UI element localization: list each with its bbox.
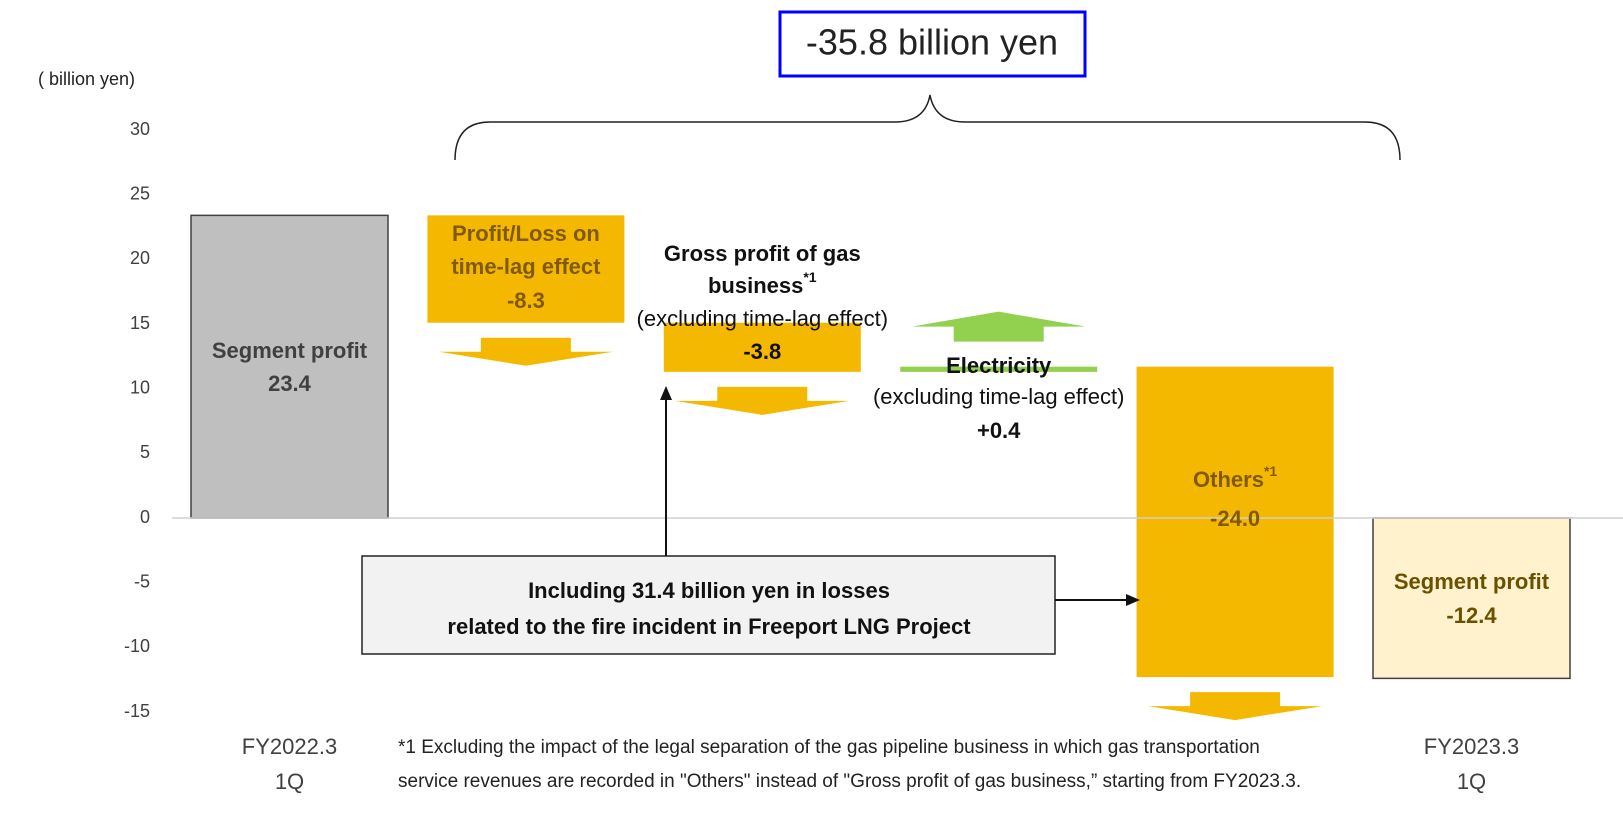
bar-label: Segment profit xyxy=(212,338,368,363)
bar-label-text: Others xyxy=(1193,467,1264,492)
bar xyxy=(190,214,389,519)
callout-text: related to the fire incident in Freeport… xyxy=(447,614,971,639)
direction-arrow xyxy=(675,386,850,415)
bar-label: business*1 xyxy=(708,269,817,298)
y-tick-label: -10 xyxy=(124,636,150,656)
value-label: 23.4 xyxy=(268,371,312,396)
bar-label-text: Electricity xyxy=(946,353,1052,378)
bar-label-text: Segment profit xyxy=(1394,569,1550,594)
total-change-box xyxy=(778,10,1087,78)
total-change-label: -35.8 billion yen xyxy=(806,22,1058,63)
bar-label-text: Gross profit of gas xyxy=(664,241,861,266)
bar-label: Electricity xyxy=(946,353,1052,378)
bar xyxy=(900,366,1098,372)
bar xyxy=(663,322,861,372)
y-tick-label: -15 xyxy=(124,701,150,721)
y-tick-label: 20 xyxy=(130,248,150,268)
bar-sublabel: (excluding time-lag effect) xyxy=(637,306,889,331)
value-label: -12.4 xyxy=(1446,603,1497,628)
direction-arrow xyxy=(438,337,613,366)
x-tick-label: FY2023.3 xyxy=(1424,734,1519,759)
bar-sublabel: (excluding time-lag effect) xyxy=(873,384,1125,409)
brace xyxy=(454,94,1401,161)
bar-label-text: Profit/Loss on xyxy=(452,221,600,246)
bar-label: Segment profit xyxy=(1394,569,1550,594)
value-label: -3.8 xyxy=(743,339,781,364)
callout-text: Including 31.4 billion yen in losses xyxy=(528,578,890,603)
direction-arrow xyxy=(911,311,1086,342)
direction-arrow xyxy=(1148,692,1323,721)
footnote-mark: *1 xyxy=(1264,463,1277,479)
footnote: *1 Excluding the impact of the legal sep… xyxy=(398,737,1260,758)
bar-label: Gross profit of gas xyxy=(664,241,861,266)
bar-label-text: business xyxy=(708,273,803,298)
y-tick-label: 5 xyxy=(140,442,150,462)
callout-arrowhead xyxy=(660,386,672,400)
x-tick-label: FY2022.3 xyxy=(242,734,337,759)
footnote: service revenues are recorded in "Others… xyxy=(398,771,1301,792)
bar xyxy=(1136,366,1334,678)
y-tick-label: 0 xyxy=(140,507,150,527)
callout-box xyxy=(361,555,1056,655)
bar-label: Others*1 xyxy=(1193,463,1277,492)
bar-label: time-lag effect xyxy=(451,254,601,279)
footnote-mark: *1 xyxy=(803,269,816,285)
y-tick-label: 30 xyxy=(130,119,150,139)
bar xyxy=(427,215,625,323)
bar-label: Profit/Loss on xyxy=(452,221,600,246)
y-tick-label: 25 xyxy=(130,183,150,203)
value-label: -8.3 xyxy=(507,288,545,313)
y-tick-label: 15 xyxy=(130,313,150,333)
y-axis-label: ( billion yen) xyxy=(38,69,135,89)
y-tick-label: -5 xyxy=(134,571,150,591)
bar xyxy=(1372,517,1571,680)
y-tick-label: 10 xyxy=(130,377,150,397)
value-label: -24.0 xyxy=(1210,506,1260,531)
bar-label-text: time-lag effect xyxy=(451,254,601,279)
bar-label-text: Segment profit xyxy=(212,338,368,363)
x-tick-label: 1Q xyxy=(1457,769,1486,794)
x-tick-label: 1Q xyxy=(275,769,304,794)
callout-arrowhead xyxy=(1126,594,1140,606)
value-label: +0.4 xyxy=(977,418,1021,443)
